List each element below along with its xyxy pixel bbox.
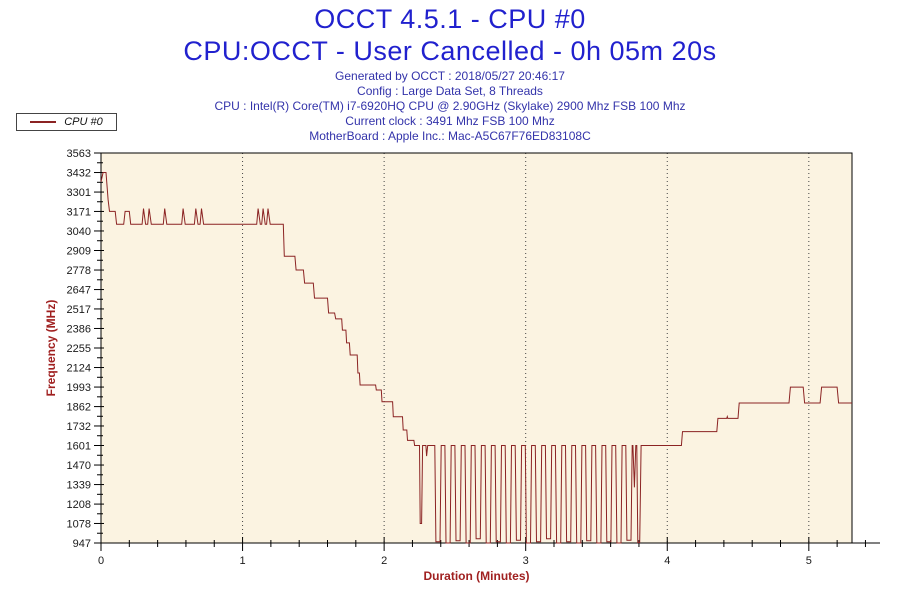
- plot-background: [101, 153, 852, 543]
- y-tick-label: 1208: [67, 499, 91, 511]
- x-tick-label: 0: [98, 555, 104, 567]
- info-config: Config : Large Data Set, 8 Threads: [357, 84, 543, 98]
- y-tick-label: 3563: [67, 148, 91, 160]
- y-tick-label: 2778: [67, 265, 91, 277]
- y-tick-label: 2124: [67, 363, 91, 375]
- y-tick-label: 3040: [67, 226, 91, 238]
- y-tick-label: 947: [73, 538, 91, 550]
- y-tick-label: 1078: [67, 518, 91, 530]
- y-tick-label: 2386: [67, 323, 91, 335]
- x-tick-label: 4: [664, 555, 670, 567]
- page-subtitle: CPU:OCCT - User Cancelled - 0h 05m 20s: [183, 36, 717, 66]
- y-tick-label: 2517: [67, 304, 91, 316]
- info-cpu: CPU : Intel(R) Core(TM) i7-6920HQ CPU @ …: [214, 99, 686, 113]
- x-tick-label: 5: [806, 555, 812, 567]
- y-tick-label: 1601: [67, 441, 91, 453]
- y-tick-label: 1862: [67, 402, 91, 414]
- page-title: OCCT 4.5.1 - CPU #0: [314, 4, 586, 34]
- x-tick-label: 3: [523, 555, 529, 567]
- info-motherboard: MotherBoard : Apple Inc.: Mac-A5C67F76ED…: [309, 129, 591, 143]
- info-block: Generated by OCCT : 2018/05/27 20:46:17 …: [0, 69, 900, 144]
- info-current-clock: Current clock : 3491 Mhz FSB 100 Mhz: [345, 114, 555, 128]
- y-tick-label: 2647: [67, 285, 91, 297]
- x-tick-label: 2: [381, 555, 387, 567]
- y-axis-title: Frequency (MHz): [44, 299, 58, 397]
- legend-label: CPU #0: [64, 116, 103, 128]
- y-tick-label: 3301: [67, 187, 91, 199]
- y-tick-label: 1993: [67, 382, 91, 394]
- legend-line-sample: [30, 121, 57, 123]
- y-tick-label: 1470: [67, 460, 91, 472]
- info-generated: Generated by OCCT : 2018/05/27 20:46:17: [335, 69, 565, 83]
- y-tick-label: 3171: [67, 206, 91, 218]
- y-tick-label: 3432: [67, 168, 91, 180]
- y-tick-label: 2255: [67, 343, 91, 355]
- x-tick-label: 1: [240, 555, 246, 567]
- y-tick-label: 1732: [67, 421, 91, 433]
- y-tick-label: 2909: [67, 246, 91, 258]
- y-tick-label: 1339: [67, 480, 91, 492]
- series-cpu-0: [100, 172, 852, 544]
- x-axis-title: Duration (Minutes): [423, 569, 530, 583]
- legend-box: CPU #0: [16, 113, 117, 131]
